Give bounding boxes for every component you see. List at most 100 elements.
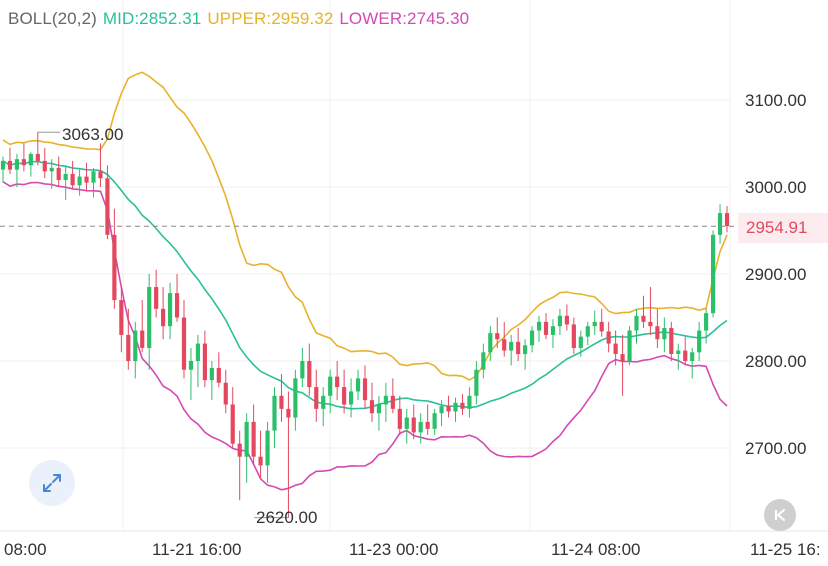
candle-body [91, 171, 96, 183]
candle-body [585, 326, 590, 337]
candle-body [244, 421, 249, 457]
candle-body [300, 361, 305, 379]
candle-body [676, 350, 681, 355]
candle-body [439, 406, 444, 414]
candle-body [230, 404, 235, 444]
upper-band-line [2, 71, 728, 381]
candle-body [425, 421, 430, 429]
candle-body [523, 345, 528, 355]
candle-body [509, 341, 514, 351]
candle-body [383, 395, 388, 405]
candle-body [641, 315, 646, 322]
candle-body [133, 330, 138, 361]
candle-body [467, 395, 472, 409]
candle-body [397, 408, 402, 429]
candle-body [314, 387, 319, 409]
candle-body [648, 321, 653, 327]
candle-body [710, 234, 716, 314]
candle-body [613, 343, 618, 355]
candle-body [578, 336, 583, 348]
candle-body [571, 324, 576, 348]
candle-body [21, 159, 26, 166]
candle-body [188, 361, 194, 370]
candle-body [495, 333, 500, 340]
y-tick-2700: 2700.00 [745, 439, 807, 458]
candle-body [140, 330, 145, 348]
candle-body [321, 395, 326, 409]
candle-body [669, 327, 674, 355]
candle-body [502, 339, 507, 351]
candle-body [105, 178, 110, 235]
x-tick-11-24: 11-24 08:00 [551, 540, 641, 559]
chart-grid [0, 0, 828, 532]
x-tick-11-21: 11-21 16:00 [152, 540, 242, 559]
candle-body [606, 331, 611, 344]
candle-body [70, 173, 75, 186]
scroll-to-start-button[interactable] [764, 499, 796, 531]
x-tick-11-25: 11-25 16: [750, 540, 821, 559]
candle-body [328, 376, 333, 396]
candle-body [620, 354, 625, 361]
candle-body [460, 402, 465, 409]
candle-body [655, 326, 660, 340]
candle-body [0, 160, 6, 170]
rewind-to-start-icon [775, 509, 785, 521]
candle-body [536, 321, 542, 331]
candle-body [154, 287, 159, 309]
candle-body [529, 330, 535, 346]
candles [0, 132, 730, 518]
candle-body [683, 350, 688, 361]
y-tick-3100: 3100.00 [745, 91, 807, 110]
candle-body [293, 378, 298, 418]
candle-body [258, 456, 263, 466]
candle-body [98, 171, 103, 179]
candle-body [432, 413, 437, 429]
candle-body [126, 334, 131, 361]
candle-body [14, 159, 20, 170]
candle-body [167, 293, 173, 327]
candle-body [418, 421, 423, 433]
candle-body [147, 287, 152, 348]
candle-body [77, 176, 82, 186]
candle-body [119, 300, 124, 335]
candle-body [390, 395, 395, 409]
candle-body [56, 167, 61, 181]
candle-body [286, 408, 291, 418]
candle-body [543, 321, 549, 335]
candle-body [488, 333, 493, 353]
lower-band-line [2, 181, 728, 491]
candle-body [704, 313, 709, 331]
current-price-badge: 2954.91 [738, 213, 828, 243]
x-tick-0800: 08:00 [4, 540, 47, 559]
candle-body [446, 406, 451, 412]
candle-body [724, 213, 730, 227]
candle-body [279, 395, 284, 409]
candle-body [216, 367, 221, 383]
candle-body [174, 293, 180, 318]
expand-arrows-icon [43, 474, 61, 492]
candle-body [592, 321, 597, 327]
candle-body [7, 160, 13, 170]
candle-body [84, 176, 89, 183]
candle-body [181, 317, 187, 370]
x-tick-11-23: 11-23 00:00 [349, 540, 439, 559]
candle-body [335, 376, 340, 388]
y-tick-2800: 2800.00 [745, 352, 807, 371]
candle-body [49, 167, 54, 172]
candle-body [697, 330, 702, 353]
boll-mid: MID:2852.31 [102, 9, 202, 28]
candle-body [662, 327, 667, 340]
candle-body [404, 417, 409, 429]
candle-body [161, 308, 166, 327]
candle-body [481, 352, 486, 370]
low-price-label: 2620.00 [256, 508, 318, 527]
boll-lower: LOWER:2745.30 [339, 9, 470, 28]
candle-body [209, 367, 214, 381]
candle-body [369, 400, 375, 414]
high-price-label: 3063.00 [62, 125, 124, 144]
candle-body [42, 160, 47, 172]
expand-chart-button[interactable] [29, 460, 75, 506]
y-tick-2900: 2900.00 [745, 265, 807, 284]
candle-body [362, 378, 368, 401]
